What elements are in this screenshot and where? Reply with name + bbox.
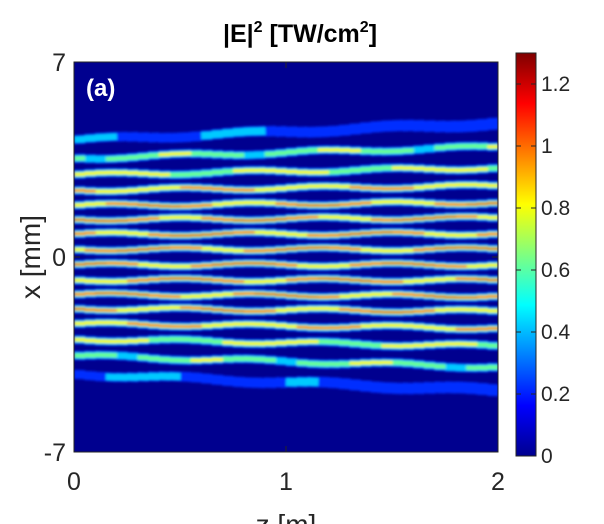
filament <box>74 163 498 180</box>
filament <box>74 273 498 287</box>
y-tick-label: -7 <box>44 439 66 467</box>
filament <box>74 369 498 397</box>
chart-title: |E|2 [TW/cm2] <box>223 19 377 48</box>
x-tick-label: 1 <box>279 468 293 496</box>
x-axis-ticks: 0 1 2 <box>67 62 505 496</box>
heatmap-layer <box>74 117 498 397</box>
y-tick-label: 0 <box>52 244 66 272</box>
colorbar-tick-label: 0.8 <box>541 197 570 220</box>
y-axis-ticks: 7 0 -7 <box>44 49 498 467</box>
colorbar-tick-label: 1 <box>541 135 553 158</box>
panel-label: (a) <box>86 75 115 102</box>
filament <box>74 117 498 145</box>
colorbar-tick-label: 1.2 <box>541 73 570 96</box>
filament <box>74 227 498 241</box>
filament <box>74 350 498 373</box>
filament <box>74 211 498 226</box>
filament <box>74 303 498 317</box>
x-tick-label: 0 <box>67 468 81 496</box>
filament <box>74 258 498 271</box>
colorbar-gradient <box>515 52 537 457</box>
filament <box>74 318 498 334</box>
filament <box>74 243 498 256</box>
x-tick-label: 2 <box>491 468 505 496</box>
filament <box>74 334 498 351</box>
colorbar-tick-label: 0.2 <box>541 383 570 406</box>
filament <box>74 197 498 211</box>
colorbar: 0 0.2 0.4 0.6 0.8 1 1.2 <box>515 52 571 468</box>
filament <box>74 288 498 303</box>
colorbar-tick-label: 0.6 <box>541 259 570 282</box>
colorbar-ticks: 0 0.2 0.4 0.6 0.8 1 1.2 <box>516 73 571 468</box>
colorbar-tick-label: 0 <box>541 445 553 468</box>
y-axis-label: x [mm] <box>15 215 46 299</box>
plot-area <box>73 61 499 453</box>
x-axis-label: z [m] <box>256 509 317 524</box>
colorbar-tick-label: 0.4 <box>541 321 571 344</box>
filament <box>74 141 498 164</box>
filament <box>74 180 498 196</box>
y-tick-label: 7 <box>52 49 66 77</box>
